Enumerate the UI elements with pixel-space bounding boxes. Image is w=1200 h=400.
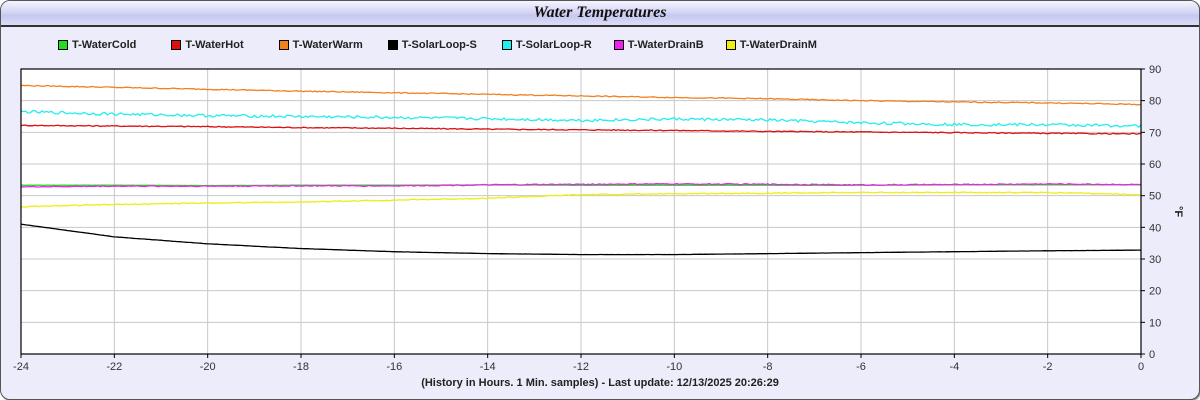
x-tick-label: -18 — [293, 361, 309, 373]
y-tick-label: 20 — [1149, 286, 1161, 298]
legend-swatch — [501, 40, 512, 50]
legend-item: T-SolarLoop-R — [501, 38, 592, 52]
legend-swatch — [613, 40, 624, 50]
legend-swatch — [171, 40, 182, 50]
legend-swatch — [387, 40, 398, 50]
x-tick-label: -24 — [13, 361, 29, 373]
y-axis-label: °F — [1172, 206, 1184, 217]
legend-item: T-SolarLoop-S — [387, 38, 477, 52]
series-line-t-waterdrainm — [20, 191, 1142, 208]
legend-item: T-WaterHot — [171, 38, 244, 52]
legend-label: T-WaterWarm — [292, 39, 363, 51]
x-tick-label: -2 — [1043, 361, 1053, 373]
legend: T-WaterCold T-WaterHot T-WaterWarm T-SolarL… — [58, 38, 817, 52]
y-tick-label: 60 — [1149, 159, 1161, 171]
legend-label: T-WaterDrainB — [627, 39, 704, 51]
legend-swatch — [58, 40, 68, 50]
y-tick-label: 0 — [1149, 349, 1155, 361]
legend-swatch — [725, 40, 736, 50]
y-tick-label: 10 — [1149, 317, 1161, 329]
x-tick-label: -14 — [480, 361, 496, 373]
y-tick-label: 50 — [1149, 191, 1161, 203]
series-line-t-waterdrainb — [20, 182, 1141, 188]
series-line-t-solarloop-s — [20, 223, 1142, 256]
y-tick-label: 40 — [1149, 222, 1161, 234]
legend-label: T-SolarLoop-R — [515, 39, 592, 51]
y-tick-label: 30 — [1149, 254, 1161, 266]
x-axis-label: (History in Hours. 1 Min. samples) - Las… — [421, 377, 779, 389]
x-tick-label: -22 — [106, 361, 122, 373]
legend-label: T-SolarLoop-S — [401, 39, 477, 51]
series-line-t-solarloop-r — [20, 109, 1142, 129]
legend-label: T-WaterCold — [72, 39, 137, 51]
chart-title: Water Temperatures — [533, 4, 667, 21]
legend-label: T-WaterDrainM — [739, 39, 817, 51]
title-bar: Water Temperatures — [1, 1, 1199, 27]
series-line-t-waterhot — [20, 124, 1142, 135]
x-tick-label: -8 — [763, 361, 773, 373]
legend-item: T-WaterCold — [58, 38, 136, 52]
x-tick-label: -12 — [573, 361, 589, 373]
legend-label: T-WaterHot — [185, 39, 244, 51]
y-tick-label: 80 — [1149, 96, 1161, 108]
x-tick-label: -10 — [666, 361, 682, 373]
series-line-t-waterwarm — [20, 84, 1142, 106]
legend-item: T-WaterWarm — [278, 38, 363, 52]
y-tick-label: 70 — [1149, 127, 1161, 139]
legend-item: T-WaterDrainM — [725, 38, 817, 52]
y-tick-label: 90 — [1149, 64, 1161, 76]
x-tick-label: -4 — [949, 361, 959, 373]
legend-item: T-WaterDrainB — [613, 38, 704, 52]
x-tick-label: -6 — [856, 361, 866, 373]
x-tick-label: -16 — [386, 361, 402, 373]
x-tick-label: 0 — [1138, 361, 1144, 373]
legend-swatch — [278, 40, 289, 50]
x-tick-label: -20 — [200, 361, 216, 373]
